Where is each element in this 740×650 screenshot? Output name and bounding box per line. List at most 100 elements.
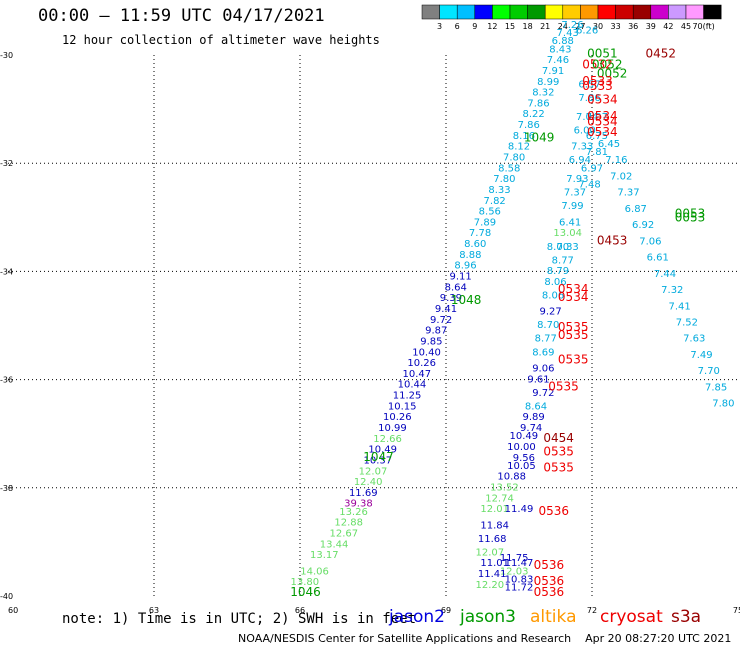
mission-jason2: jason2 [389,607,445,627]
lon-tick-label: 69 [441,606,451,615]
color-swatch [544,4,564,20]
color-scale-tick: 18 [523,22,533,31]
wave-height-value: 7.32 [661,285,683,296]
wave-height-value: 6.26 [576,25,598,36]
wave-height-value: 8.64 [525,401,547,412]
pass-time-label: 1046 [290,585,321,599]
wave-height-value: 6.88 [552,36,574,47]
wave-height-value: 9.56 [513,453,535,464]
pass-time-label: 0052 [592,58,623,72]
wave-height-value: 7.06 [639,236,661,247]
wave-height-value: 10.15 [388,401,417,412]
wave-height-value: 9.85 [420,336,442,347]
credit-line: NOAA/NESDIS Center for Satellite Applica… [238,632,732,645]
wave-height-value: 13.26 [339,507,368,518]
wave-height-value: 7.89 [474,217,496,228]
color-scale-tick: 15 [505,22,515,31]
wave-height-value: 11.47 [505,558,534,569]
wave-height-value: 8.32 [532,88,554,99]
color-scale-tick: 33 [611,22,621,31]
color-scale-tick: 39 [646,22,656,31]
color-scale-tick: 9 [472,22,477,31]
wave-height-value: 6.75 [586,131,608,142]
wave-height-value: 13.44 [320,539,349,550]
pass-time-label: 0536 [534,574,565,588]
wave-height-value: 9.27 [540,307,562,318]
wave-height-value: 10.26 [383,412,412,423]
wave-height-value: 7.07 [586,112,608,123]
wave-height-value: 7.52 [676,318,698,329]
wave-height-value: 6.00 [574,125,596,136]
color-scale-tick: 36 [628,22,638,31]
wave-height-value: 7.02 [610,171,632,182]
wave-height-value: 10.83 [505,574,534,585]
wave-height-value: 12.66 [373,434,402,445]
wave-height-value: 6.87 [625,204,647,215]
wave-height-value: 7.99 [561,201,583,212]
wave-height-value: 8.58 [498,163,520,174]
pass-time-labels: 0051 045205320052005205330533053405340534… [290,47,705,599]
color-scale-tick: 70(ft) [692,22,714,31]
wave-height-value: 6.41 [559,217,581,228]
color-swatch [668,4,687,20]
wave-height-value: 6.45 [598,139,620,150]
wave-height-value: 8.22 [522,109,544,120]
wave-height-value: 8.96 [454,261,476,272]
wave-height-value: 13.04 [553,228,582,239]
pass-time-label: 0533 [582,79,613,93]
wave-height-value: 11.69 [349,488,378,499]
lon-tick-label: 60 [8,606,18,615]
wave-height-value: 7.41 [668,301,690,312]
wave-height-value: 10.44 [398,380,427,391]
wave-height-value: 8.43 [549,44,571,55]
wave-height-value: 7.91 [542,66,564,77]
wave-height-value: 7.37 [564,188,586,199]
wave-height-value: 11.72 [505,583,534,594]
color-swatch [509,4,528,20]
wave-height-value: 7.37 [617,188,639,199]
pass-time-label: 0535 [543,461,574,475]
wave-height-value: 10.40 [412,347,441,358]
wave-height-value: 9.72 [430,315,452,326]
wave-height-value: 7.85 [705,382,727,393]
wave-height-value: 9.61 [527,374,549,385]
wave-height-value: 9.87 [425,326,447,337]
wave-height-value: 6.94 [569,155,591,166]
wave-height-value: 7.80 [712,399,734,410]
wave-height-value: 8.77 [552,255,574,266]
pass-time-label: 0535 [543,444,574,458]
color-scale-tick: 21 [540,22,550,31]
color-swatch [650,4,669,20]
wave-height-value: 7.78 [469,228,491,239]
wave-height-value: 10.00 [507,442,536,453]
wave-height-value: 10.26 [407,358,436,369]
wave-height-value: 7.48 [578,180,600,191]
wave-height-value: 7.43 [557,28,579,39]
wave-height-value: 8.00 [547,242,569,253]
color-swatch [456,4,476,20]
pass-time-label: 0535 [558,320,589,334]
wave-height-value: 9.41 [435,304,457,315]
wave-height-value: 12.67 [329,528,358,539]
wave-height-value: 11.84 [480,520,509,531]
wave-height-value: 10.49 [510,431,539,442]
color-swatch [597,4,616,20]
wave-height-value: 12.88 [334,518,363,529]
pass-time-label: 0533 [582,74,613,88]
lat-tick-label: -36 [0,376,13,385]
lat-tick-label: -32 [0,159,13,168]
map-title: 00:00 – 11:59 UTC 04/17/2021 [38,6,325,26]
wave-height-value: 11.25 [393,391,422,402]
lat-tick-label: -38 [0,484,13,493]
wave-height-value: 8.06 [542,290,564,301]
pass-time-label: 1048 [451,293,482,307]
wave-height-value: 8.88 [459,250,481,261]
map-grid [8,55,738,596]
pass-time-label: 0052 [597,67,628,81]
lon-tick-label: 66 [295,606,305,615]
wave-height-value: 8.60 [464,239,486,250]
color-swatch [615,4,634,20]
pass-time-label: 0535 [558,328,589,342]
wave-height-value: 8.33 [488,185,510,196]
pass-time-label: 1047 [363,450,394,464]
